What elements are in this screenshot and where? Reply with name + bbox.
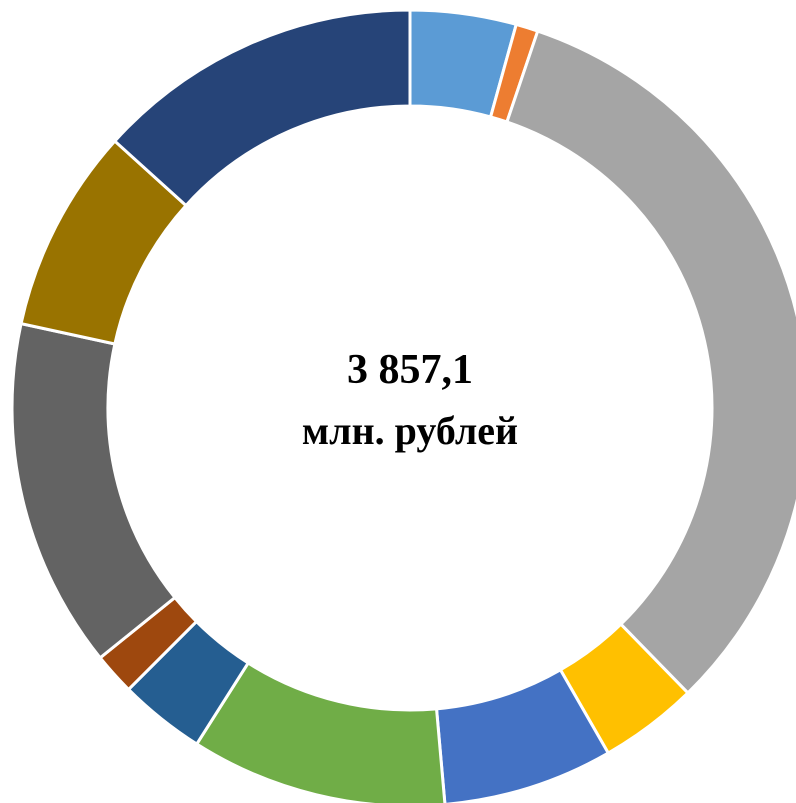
donut-segment (112, 8, 412, 208)
center-value: 3 857,1 (347, 347, 473, 393)
donut-segment (10, 321, 178, 660)
center-unit: млн. рублей (302, 408, 518, 453)
donut-ring (10, 8, 796, 803)
donut-segment (505, 29, 796, 696)
